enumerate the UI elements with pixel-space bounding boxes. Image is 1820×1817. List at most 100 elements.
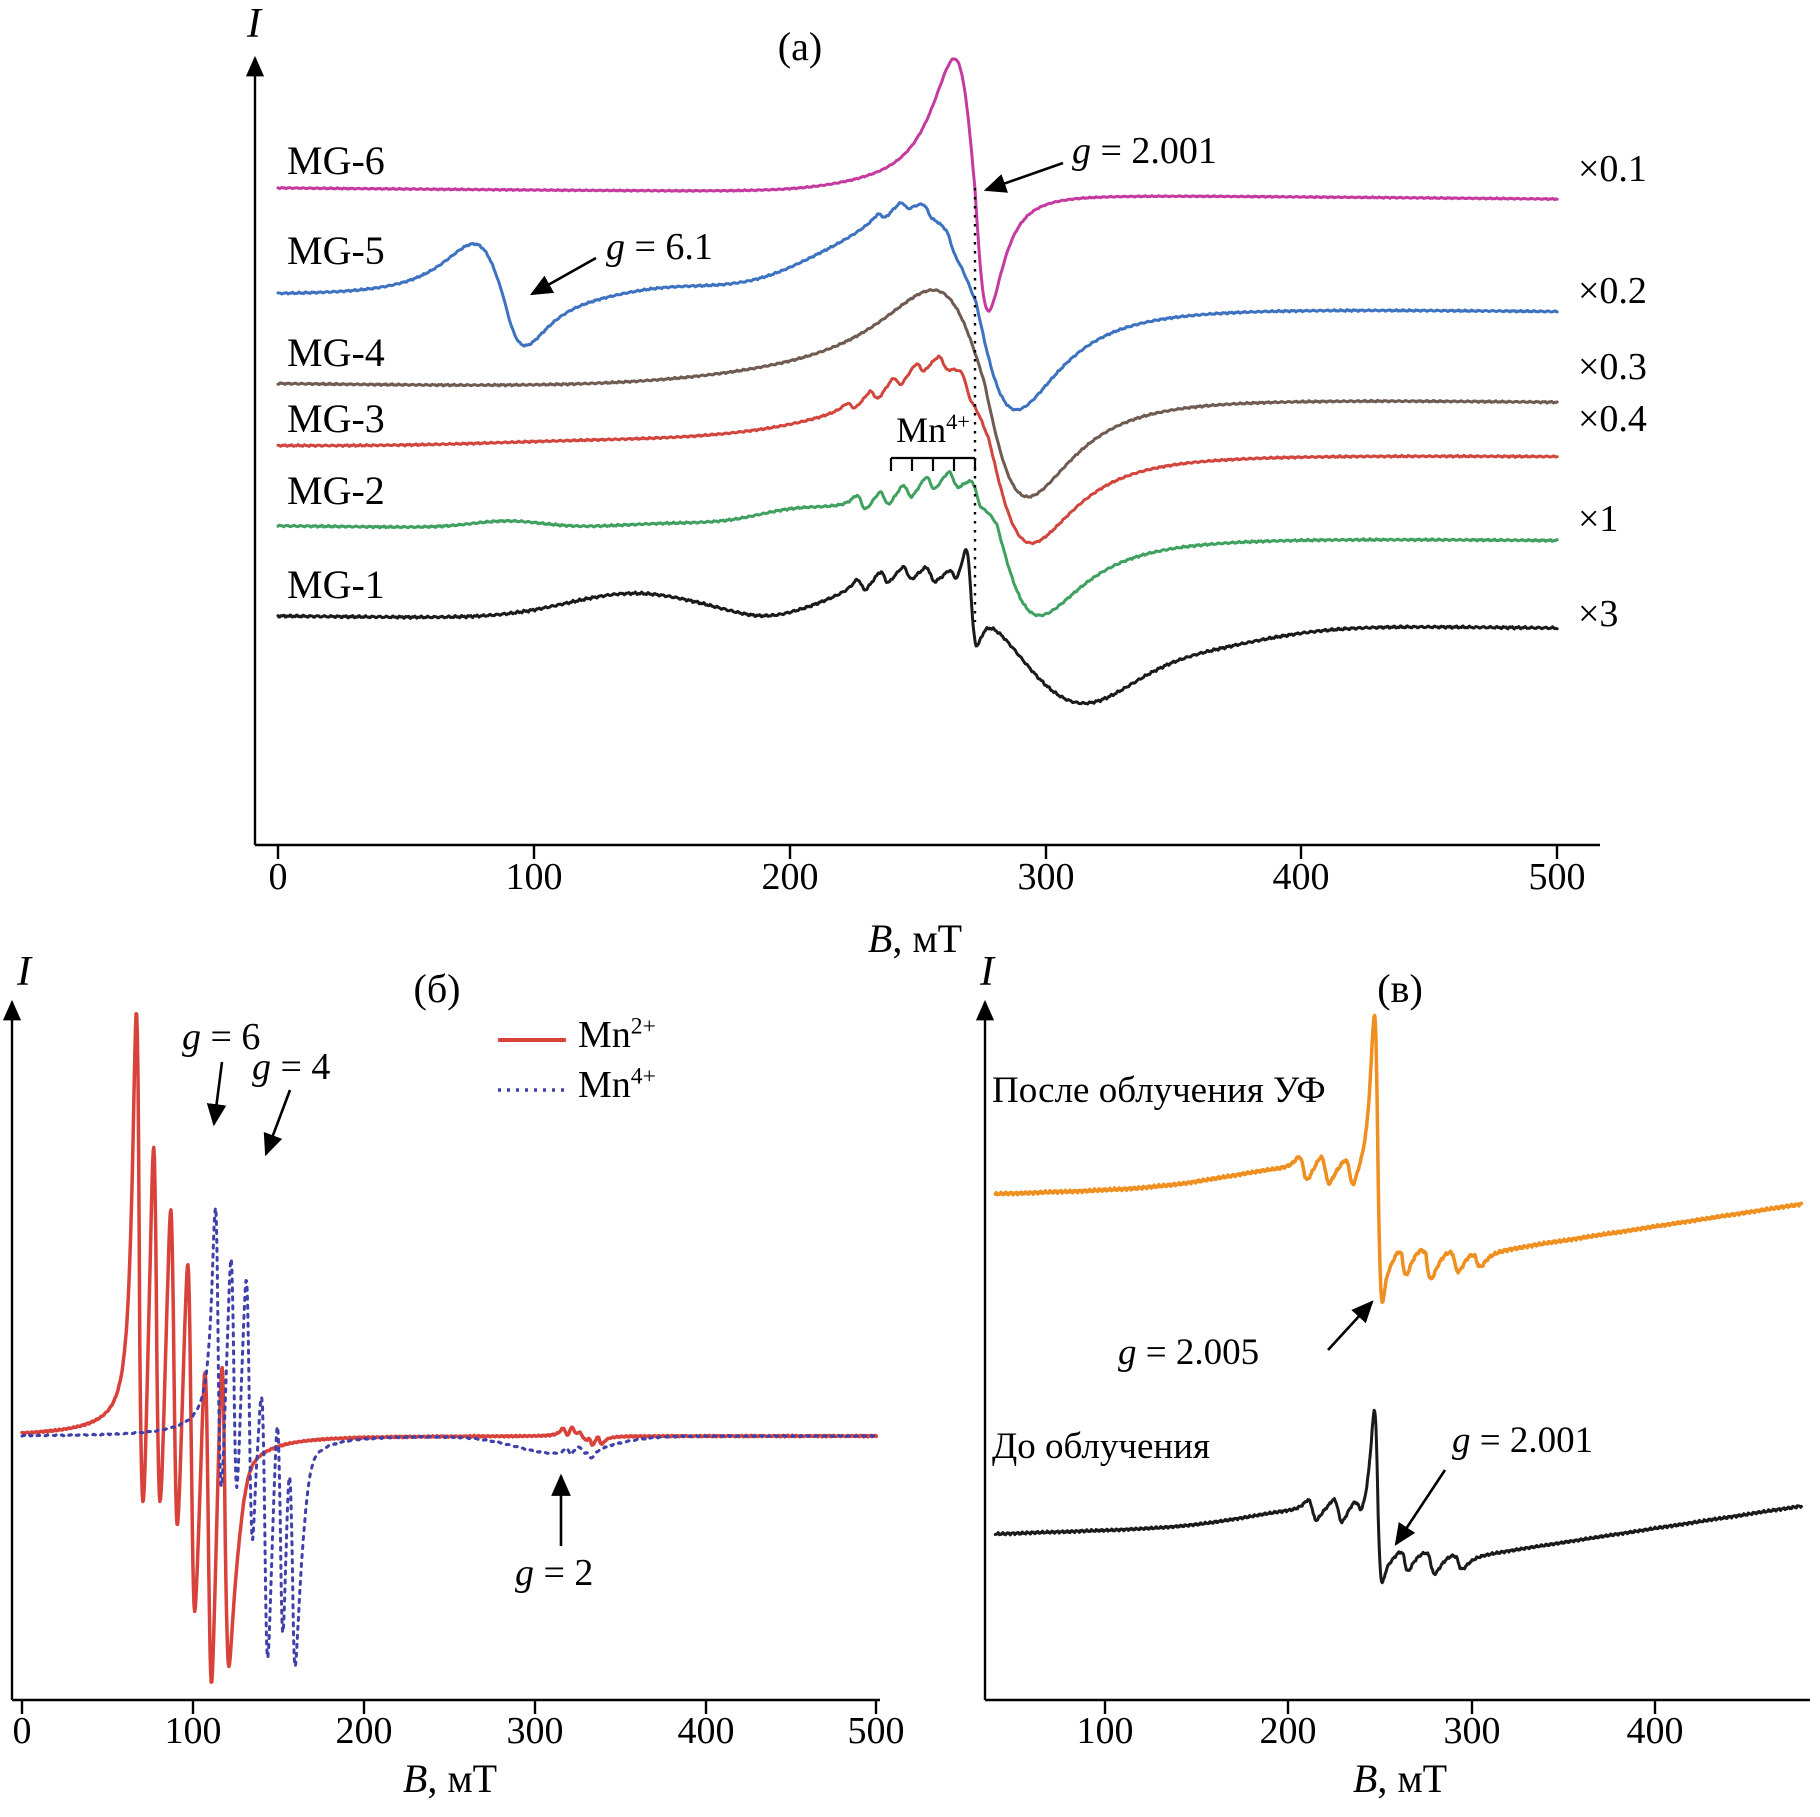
b-y-axis-label-text: I — [17, 949, 31, 995]
g-value: = 6 — [201, 1016, 261, 1058]
curve-after-uv — [993, 1013, 1804, 1305]
a-y-axis-label: I — [222, 0, 286, 48]
curve-label-mg1: MG-1 — [287, 562, 385, 607]
b-tick-label-0: 0 — [12, 1710, 32, 1752]
panel-b-axes — [2, 999, 880, 1714]
v-tick-label-400: 400 — [1626, 1710, 1684, 1752]
g61-arrow-a — [529, 256, 597, 296]
g-symbol: g — [1452, 1420, 1471, 1461]
g2001-arrow-a — [983, 161, 1064, 193]
g-value: = 6.1 — [625, 226, 713, 268]
b-tick-label-200: 200 — [335, 1710, 393, 1752]
curve-MG-2 — [276, 470, 1559, 618]
curve-label-mg2: MG-2 — [287, 468, 385, 513]
annotation-mn4-a: Mn4+ — [891, 410, 975, 451]
multiplier-mg3: ×0.4 — [1578, 398, 1647, 440]
g-symbol: g — [606, 226, 625, 268]
g-value: = 2.001 — [1091, 130, 1217, 172]
v-x-axis-label: B, мТ — [1318, 1756, 1482, 1802]
curve-MG-4 — [276, 288, 1559, 499]
curve-label-mg5: MG-5 — [287, 228, 385, 273]
g2005-arrow-v — [1327, 1300, 1374, 1351]
mn4-sextet-comb — [889, 456, 977, 471]
annotation-g2-b: g = 2 — [515, 1552, 593, 1596]
g-symbol: g — [252, 1046, 271, 1088]
curve-label-mg6: MG-6 — [287, 138, 385, 183]
a-y-axis-label-text: I — [247, 1, 261, 47]
curve-MG-3 — [276, 354, 1559, 546]
v-tick-label-300: 300 — [1443, 1710, 1501, 1752]
a-panel-tag: (а) — [777, 24, 823, 69]
a-tick-label-500: 500 — [1528, 856, 1586, 898]
v-y-axis-label: I — [963, 948, 1011, 996]
g-value: = 2 — [534, 1552, 594, 1594]
curve-MG-6 — [276, 57, 1559, 313]
b-unit: , мТ — [1377, 1756, 1448, 1801]
a-tick-label-400: 400 — [1272, 856, 1330, 898]
annotation-g2001-v: g = 2.001 — [1452, 1420, 1593, 1463]
b-tick-label-500: 500 — [847, 1710, 905, 1752]
spectra-curves — [20, 57, 1804, 1684]
b-tick-label-100: 100 — [164, 1710, 222, 1752]
curve-before — [993, 1408, 1803, 1585]
v-panel-tag: (в) — [1377, 966, 1423, 1011]
a-tick-label-0: 0 — [268, 856, 288, 898]
a-tick-label-100: 100 — [505, 856, 563, 898]
multiplier-mg5: ×0.2 — [1578, 270, 1647, 312]
annotation-g6-b: g = 6 — [182, 1016, 260, 1060]
mn-sup: 4+ — [630, 1063, 656, 1090]
multiplier-mg4: ×0.3 — [1578, 346, 1647, 388]
curve-MG-1 — [276, 548, 1559, 706]
b-tick-label-400: 400 — [677, 1710, 735, 1752]
mn-sup: 2+ — [630, 1013, 656, 1040]
a-tick-label-300: 300 — [1017, 856, 1075, 898]
curve-label-before: До облучения — [992, 1426, 1211, 1467]
b-panel-tag: (б) — [413, 966, 461, 1011]
mn-sup: 4+ — [946, 409, 970, 434]
mn-base: Mn — [578, 1014, 631, 1056]
annotation-g4-b: g = 4 — [252, 1046, 330, 1090]
multiplier-mg2: ×1 — [1578, 498, 1619, 540]
annotation-g2001-a: g = 2.001 — [1072, 130, 1217, 174]
b-x-axis-label: B, мТ — [368, 1756, 532, 1802]
b-unit: , мТ — [892, 916, 963, 961]
panel-a-axes — [245, 55, 1600, 859]
g-symbol: g — [1118, 1332, 1137, 1373]
multiplier-mg1: ×3 — [1578, 593, 1619, 635]
b-symbol: B — [402, 1756, 428, 1801]
multiplier-mg6: ×0.1 — [1578, 148, 1647, 190]
mn-base: Mn — [896, 410, 947, 450]
g-symbol: g — [182, 1016, 201, 1058]
b-symbol: B — [1352, 1756, 1378, 1801]
panel-v-axes — [975, 999, 1810, 1714]
v-y-axis-label-text: I — [980, 949, 994, 995]
g2001-arrow-v — [1394, 1469, 1447, 1546]
a-x-axis-label: B, мТ — [833, 916, 997, 962]
g-value: = 2.005 — [1136, 1332, 1260, 1373]
g6-arrow-b — [206, 1061, 227, 1127]
v-tick-label-100: 100 — [1076, 1710, 1134, 1752]
b-symbol: B — [867, 916, 893, 961]
b-y-axis-label: I — [0, 948, 48, 996]
curve-label-mg4: MG-4 — [287, 330, 385, 375]
curve-label-mg3: MG-3 — [287, 396, 385, 441]
v-tick-label-200: 200 — [1259, 1710, 1317, 1752]
a-tick-label-200: 200 — [761, 856, 819, 898]
annotation-g61-a: g = 6.1 — [606, 226, 713, 270]
g-value: = 4 — [271, 1046, 331, 1088]
curve-label-after-uv: После облучения УФ — [992, 1070, 1326, 1111]
mn-base: Mn — [578, 1064, 631, 1106]
b-tick-label-300: 300 — [506, 1710, 564, 1752]
annotation-g2005-v: g = 2.005 — [1118, 1332, 1259, 1375]
g4-arrow-b — [263, 1089, 292, 1157]
g-value: = 2.001 — [1470, 1420, 1594, 1461]
b-unit: , мТ — [427, 1756, 498, 1801]
g-symbol: g — [515, 1552, 534, 1594]
curve-Mn4+ — [20, 1206, 878, 1668]
legend-label-mn4: Mn4+ — [578, 1064, 656, 1108]
g-symbol: g — [1072, 130, 1091, 172]
curve-MG-5 — [276, 201, 1559, 412]
curve-Mn2+ — [20, 1012, 879, 1684]
